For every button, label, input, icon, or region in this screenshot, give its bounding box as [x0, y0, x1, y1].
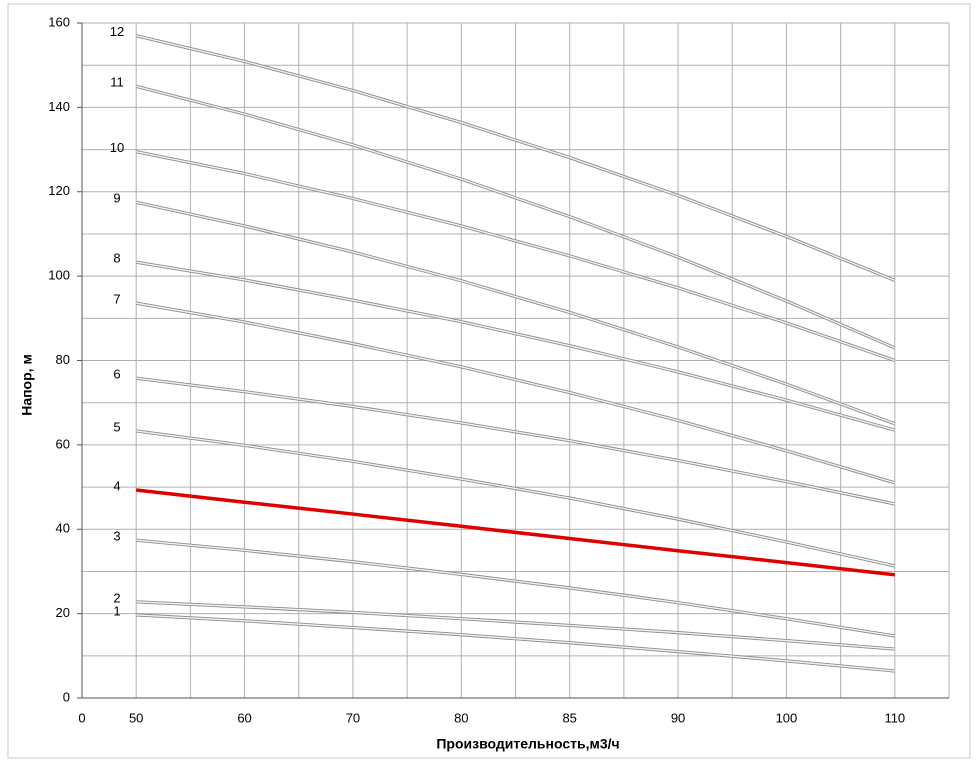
series-line: [136, 539, 895, 637]
series-label: 10: [110, 140, 124, 155]
series-line: [136, 34, 896, 281]
series-label: 2: [113, 590, 120, 605]
series-line: [136, 601, 895, 650]
series-line: [136, 430, 895, 567]
series-label: 7: [113, 292, 120, 307]
series-line: [136, 302, 896, 484]
x-tick-label: 100: [776, 710, 798, 725]
y-tick-label: 160: [48, 14, 70, 29]
x-tick-label: 60: [237, 710, 251, 725]
y-tick-label: 0: [63, 689, 70, 704]
series-label: 11: [110, 75, 124, 90]
series-label: 6: [113, 367, 120, 382]
x-axis-title: Производительность,м3/ч: [436, 736, 619, 752]
series-line: [136, 614, 895, 672]
series-line: [136, 85, 896, 349]
y-tick-label: 60: [56, 436, 70, 451]
series-line: [136, 261, 895, 431]
x-tick-label: 0: [78, 710, 85, 725]
x-tick-label: 50: [129, 710, 143, 725]
series-label: 3: [113, 529, 120, 544]
y-tick-label: 140: [48, 99, 70, 114]
series-label: 9: [113, 191, 120, 206]
series-line: [136, 377, 895, 505]
x-tick-label: 70: [346, 710, 360, 725]
series-label: 1: [113, 603, 120, 618]
series-line: [136, 150, 896, 362]
series-label: 12: [110, 24, 124, 39]
series-line: [135, 488, 896, 577]
y-tick-label: 80: [56, 352, 70, 367]
x-tick-label: 110: [884, 710, 905, 725]
y-axis-title: Напор, м: [19, 354, 35, 416]
y-tick-label: 120: [48, 183, 70, 198]
y-tick-label: 100: [48, 268, 70, 283]
series-label: 5: [113, 419, 120, 434]
y-tick-label: 20: [56, 605, 70, 620]
x-tick-label: 90: [671, 710, 685, 725]
y-tick-label: 40: [56, 521, 70, 536]
x-tick-label: 80: [454, 710, 468, 725]
series-line: [136, 201, 896, 425]
series-label: 4: [113, 478, 120, 493]
x-tick-label: 85: [562, 710, 576, 725]
series-label: 8: [113, 251, 120, 266]
